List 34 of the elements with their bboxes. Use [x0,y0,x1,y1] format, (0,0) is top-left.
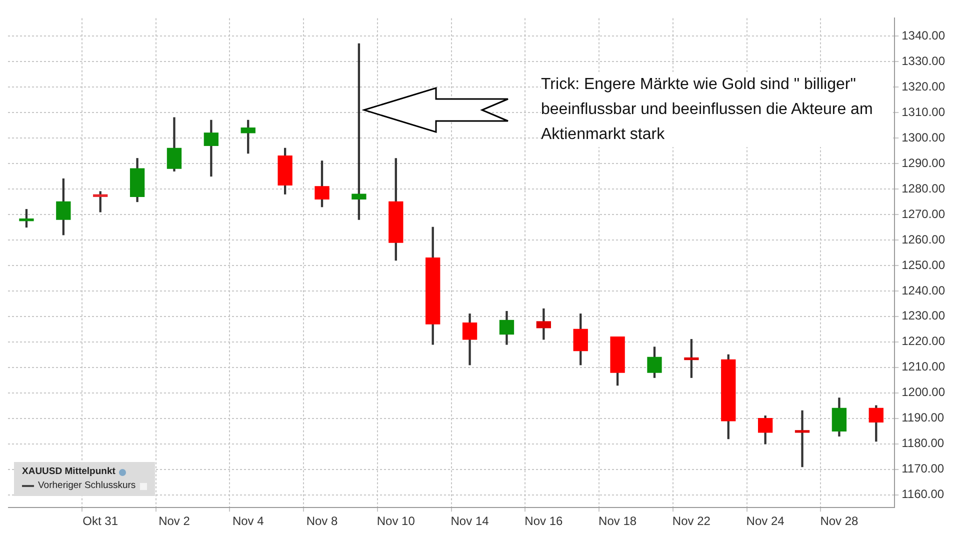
x-tick-label: Nov 2 [158,514,190,528]
y-tick-label: 1230.00 [902,308,946,323]
y-tick-label: 1220.00 [902,334,946,348]
y-tick-label: 1290.00 [902,156,946,170]
annotation: XAUUSD Mittelpunkt [22,465,116,479]
y-tick-label: 1310.00 [902,104,946,119]
x-tick-label: Nov 16 [524,514,563,528]
x-tick-label: Nov 28 [820,514,859,528]
y-tick-label: 1170.00 [902,462,944,476]
x-tick-label: Nov 4 [232,514,264,528]
candlestick [794,410,810,468]
y-tick-label: 1200.00 [902,385,946,400]
y-tick-label: 1340.00 [902,28,946,42]
x-tick-label: Okt 31 [82,514,118,528]
y-tick-label: 1320.00 [902,79,946,94]
x-tick-label: Nov 14 [450,514,490,528]
annotation: Trick: Engere Märkte wie Gold sind " billiger" beeinflussbar und beeinflussen die Akteure am Aktienmarkt stark [541,72,893,147]
y-tick-label: 1180.00 [902,436,944,450]
y-tick-label: 1330.00 [902,54,946,68]
annotation: Vorheriger Schlusskurs [38,479,136,493]
y-tick-label: 1280.00 [902,181,946,196]
x-tick-label: Nov 10 [376,514,416,528]
y-tick-label: 1270.00 [902,206,946,221]
y-tick-label: 1250.00 [902,258,946,272]
y-tick-label: 1300.00 [902,130,946,144]
y-tick-label: 1160.00 [902,487,944,502]
x-tick-label: Nov 18 [598,514,637,528]
x-tick-label: Nov 8 [306,514,338,528]
y-tick-label: 1260.00 [902,232,946,246]
x-tick-label: Nov 22 [672,514,711,528]
y-tick-label: 1240.00 [902,283,946,298]
y-tick-label: 1190.00 [902,410,944,425]
y-tick-label: 1210.00 [902,360,946,374]
x-tick-label: Nov 24 [746,514,785,528]
